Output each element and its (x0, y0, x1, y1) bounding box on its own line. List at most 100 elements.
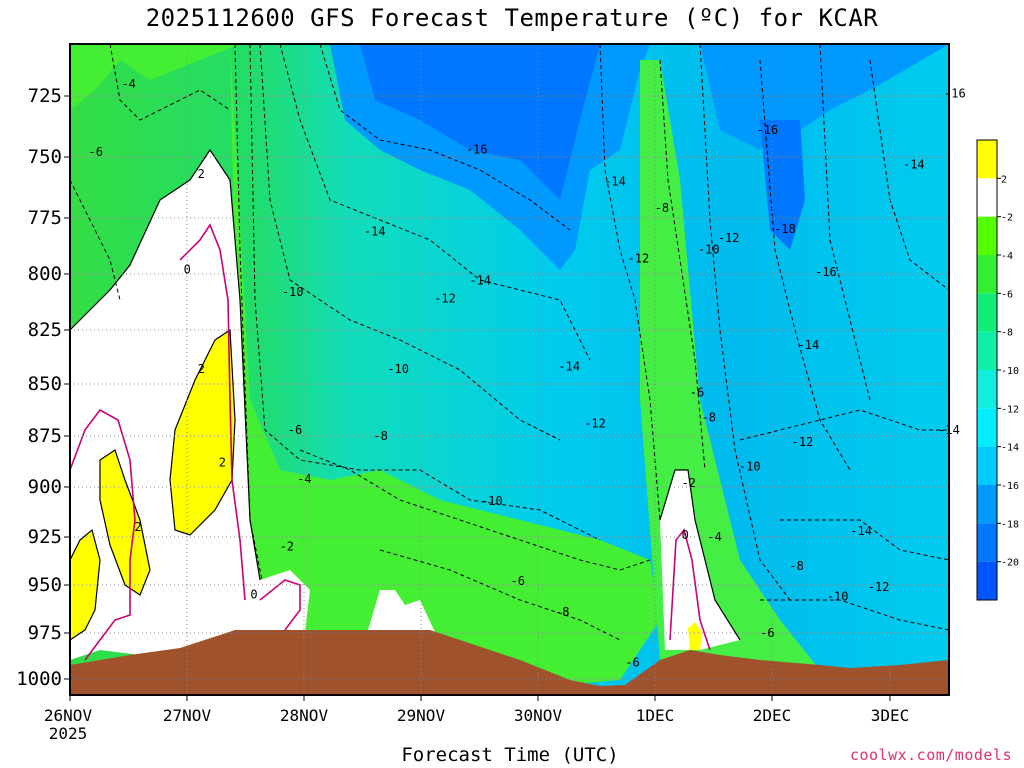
contour-label: -16 (466, 143, 488, 157)
legend-label: -16 (1001, 481, 1019, 492)
contour-label: 0 (682, 528, 689, 542)
contour-label: -10 (387, 362, 409, 376)
above-freezing-pocket (660, 470, 740, 650)
contour-label: -6 (625, 655, 639, 669)
contour-line (379, 549, 621, 641)
contour-line (759, 59, 851, 471)
contour-label: -12 (792, 435, 814, 449)
contour-label: -6 (288, 423, 302, 437)
x-tick-label: 2DEC (752, 706, 792, 725)
zero-isotherm (669, 528, 711, 651)
legend-label: -10 (1001, 366, 1019, 377)
contour-label: -16 (944, 87, 966, 101)
legend-swatch (977, 140, 997, 179)
legend-label: -6 (1001, 289, 1013, 300)
contour-label: -8 (789, 559, 803, 573)
contour-label: 2 (134, 520, 141, 534)
contour-line (69, 528, 101, 641)
contour-label: -12 (584, 417, 606, 431)
zero-isotherm (259, 579, 301, 631)
y-tick-label: 875 (27, 425, 62, 447)
contour-label: -6 (760, 626, 774, 640)
contour-label: -14 (850, 524, 872, 538)
contour-label: 2 (219, 456, 226, 470)
zero-degree-isotherms (69, 223, 711, 661)
y-tick-label: 900 (27, 476, 62, 498)
contour-line (699, 43, 791, 601)
x-tick-label: 26NOV (43, 706, 93, 725)
contour-line (69, 148, 261, 581)
contour-label: -14 (798, 338, 820, 352)
grid (70, 44, 949, 695)
legend-label: 2 (1001, 174, 1007, 185)
contour-label: -4 (707, 530, 721, 544)
contour-line (99, 449, 151, 596)
contour-label: -2 (280, 540, 294, 554)
warm-pocket (170, 330, 235, 535)
contour-line (319, 43, 571, 231)
legend-label: -8 (1001, 328, 1013, 339)
contour-line (659, 469, 741, 641)
contour-label: -8 (702, 410, 716, 424)
contour-label: -14 (469, 274, 491, 288)
y-tick-label: 750 (27, 146, 62, 168)
contour-line (279, 43, 591, 361)
legend-label: -18 (1001, 519, 1019, 530)
legend-swatch (977, 216, 997, 255)
x-year-label: 2025 (48, 724, 88, 743)
contour-line (760, 599, 950, 631)
contour-label: -10 (282, 285, 304, 299)
axis-ticks (64, 95, 891, 701)
freezing-contour-outlines (69, 148, 741, 641)
legend-label: -20 (1001, 558, 1019, 569)
contour-label: -6 (510, 574, 524, 588)
contour-label: -10 (698, 242, 720, 256)
contour-label: -4 (297, 472, 311, 486)
y-tick-label: 800 (27, 263, 62, 285)
contour-label: -8 (373, 429, 387, 443)
source-credit: coolwx.com/models (849, 746, 1012, 764)
contour-label: -18 (774, 222, 796, 236)
chart-title: 2025112600 GFS Forecast Temperature (ºC)… (145, 4, 879, 32)
x-tick-label: 27NOV (162, 706, 212, 725)
above-freezing-pocket (368, 590, 435, 632)
contour-label: -12 (868, 580, 890, 594)
contour-label: -10 (827, 590, 849, 604)
contour-label: -2 (682, 476, 696, 490)
contour-line (869, 59, 950, 291)
y-tick-label: 950 (27, 574, 62, 596)
cold-pool-core (360, 44, 600, 200)
contour-label: -12 (718, 231, 740, 245)
x-axis-title: Forecast Time (UTC) (401, 744, 619, 766)
contour-line (249, 43, 601, 541)
y-tick-label: 850 (27, 373, 62, 395)
contour-label: -10 (481, 494, 503, 508)
legend-swatch (977, 446, 997, 485)
contour-label: -6 (690, 385, 704, 399)
contour-label: -14 (558, 360, 580, 374)
legend-label: -14 (1001, 443, 1019, 454)
legend-swatch (977, 408, 997, 447)
contour-line (599, 43, 661, 521)
legend-swatch (977, 178, 997, 217)
legend-label: -2 (1001, 213, 1013, 224)
contour-label: -6 (89, 145, 103, 159)
contour-line (299, 449, 651, 571)
x-tick-label: 1DEC (635, 706, 675, 725)
legend-swatch (977, 485, 997, 524)
contour-label: 0 (250, 588, 257, 602)
y-tick-label: 1000 (16, 668, 62, 690)
contour-line (739, 409, 949, 441)
x-tick-label: 3DEC (870, 706, 910, 725)
y-tick-label: 975 (27, 622, 62, 644)
contour-label: -8 (555, 605, 569, 619)
plot-frame (69, 43, 950, 696)
cold-core-east (760, 120, 805, 250)
contour-label: -10 (739, 460, 761, 474)
x-tick-label: 30NOV (513, 706, 563, 725)
legend-swatch (977, 523, 997, 562)
contour-label: -14 (604, 174, 626, 188)
contour-label: -8 (655, 201, 669, 215)
contour-labels: -4-6202220-10-6-4-2-14-16-14-12-10-8-10-… (89, 77, 966, 670)
